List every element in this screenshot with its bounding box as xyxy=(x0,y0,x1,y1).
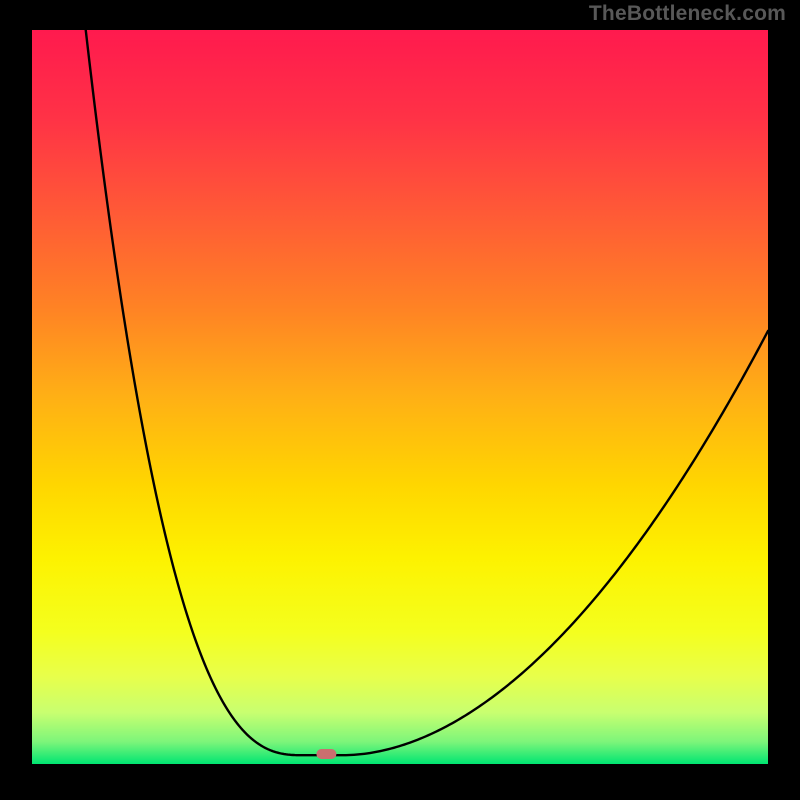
optimum-marker xyxy=(316,749,336,759)
plot-area xyxy=(32,30,768,764)
chart-container: TheBottleneck.com xyxy=(0,0,800,800)
gradient-background xyxy=(32,30,768,764)
watermark-text: TheBottleneck.com xyxy=(589,2,786,26)
plot-svg xyxy=(32,30,768,764)
